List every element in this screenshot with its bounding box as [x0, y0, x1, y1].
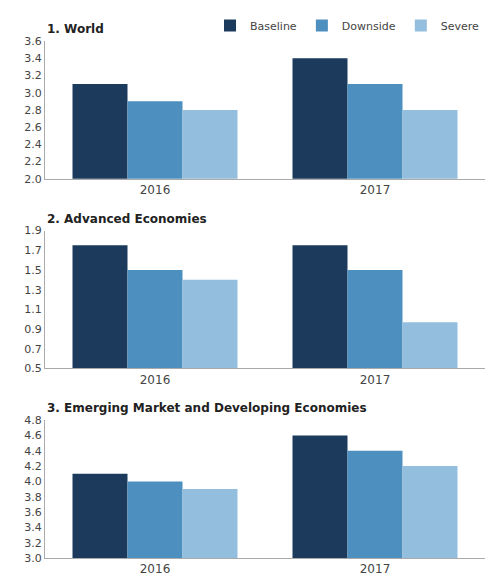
- svg-text:2016: 2016: [140, 183, 171, 197]
- svg-text:2017: 2017: [360, 183, 391, 197]
- svg-text:3.0: 3.0: [24, 87, 42, 100]
- svg-text:2.2: 2.2: [24, 155, 42, 168]
- svg-text:Severe: Severe: [441, 20, 479, 33]
- svg-text:3.0: 3.0: [24, 552, 42, 565]
- svg-text:3.2: 3.2: [24, 69, 42, 82]
- svg-text:1.5: 1.5: [24, 264, 42, 277]
- svg-text:1.1: 1.1: [24, 303, 42, 316]
- svg-text:3.8: 3.8: [24, 491, 42, 504]
- svg-text:4.8: 4.8: [24, 414, 42, 427]
- svg-text:3.6: 3.6: [24, 506, 42, 519]
- svg-text:3.2: 3.2: [24, 537, 42, 550]
- svg-text:0.9: 0.9: [24, 323, 42, 336]
- svg-text:2016: 2016: [140, 373, 171, 387]
- svg-text:1.7: 1.7: [24, 244, 42, 257]
- svg-text:2.4: 2.4: [24, 138, 42, 151]
- svg-text:3.6: 3.6: [24, 35, 42, 48]
- svg-text:0.7: 0.7: [24, 343, 42, 356]
- svg-text:3.4: 3.4: [24, 521, 42, 534]
- svg-text:1. World: 1. World: [47, 22, 104, 36]
- svg-text:Baseline: Baseline: [250, 20, 297, 33]
- svg-text:1.3: 1.3: [24, 284, 42, 297]
- svg-text:3.4: 3.4: [24, 52, 42, 65]
- svg-text:2017: 2017: [360, 562, 391, 576]
- svg-text:2017: 2017: [360, 373, 391, 387]
- svg-text:2.6: 2.6: [24, 121, 42, 134]
- svg-text:1.9: 1.9: [24, 224, 42, 237]
- svg-text:4.2: 4.2: [24, 460, 42, 473]
- svg-text:3. Emerging Market and Develop: 3. Emerging Market and Developing Econom…: [47, 401, 367, 415]
- svg-text:2.0: 2.0: [24, 173, 42, 186]
- svg-text:2. Advanced Economies: 2. Advanced Economies: [47, 212, 207, 226]
- svg-text:4.0: 4.0: [24, 475, 42, 488]
- svg-text:Downside: Downside: [342, 20, 396, 33]
- svg-text:4.6: 4.6: [24, 429, 42, 442]
- svg-text:2.8: 2.8: [24, 104, 42, 117]
- svg-text:2016: 2016: [140, 562, 171, 576]
- svg-text:0.5: 0.5: [24, 362, 42, 375]
- svg-text:4.4: 4.4: [24, 445, 42, 458]
